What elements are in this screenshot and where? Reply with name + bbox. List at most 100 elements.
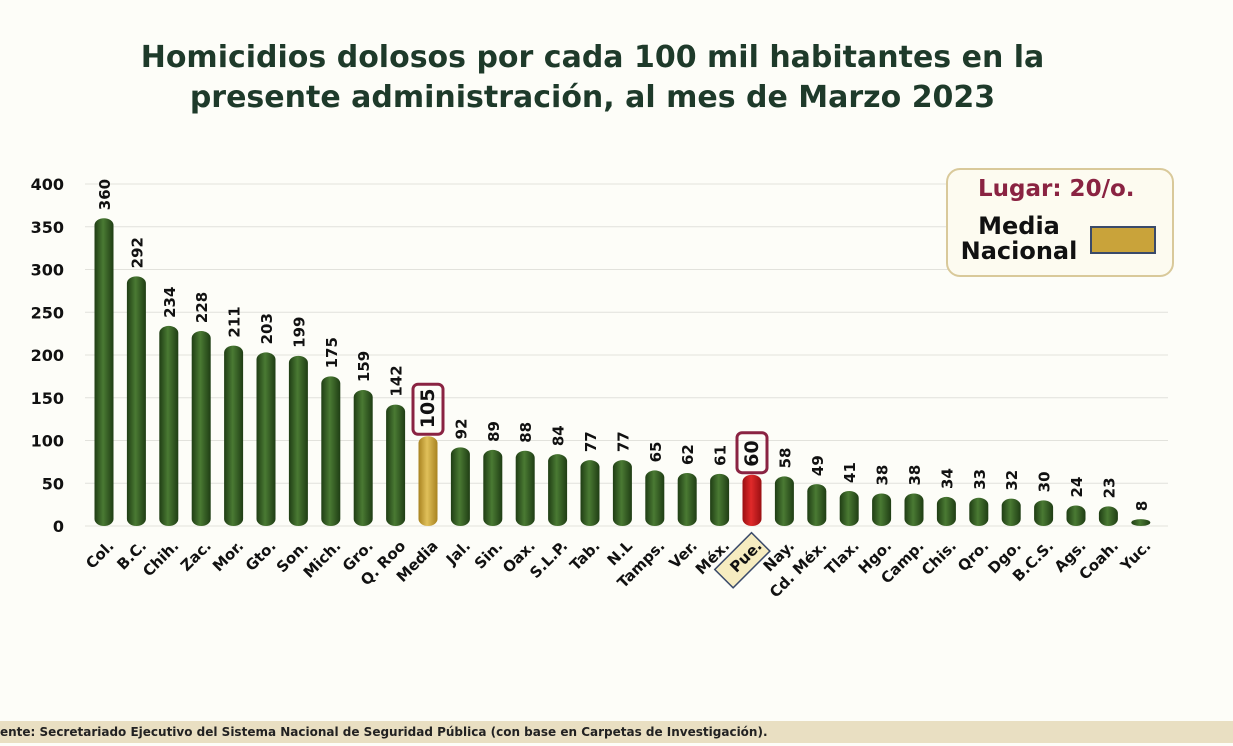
x-tick-label: Tlax. xyxy=(821,537,863,579)
data-label: 61 xyxy=(712,445,730,466)
bar xyxy=(483,449,503,526)
data-label: 32 xyxy=(1003,470,1021,491)
x-tick-label: Jal. xyxy=(442,537,474,569)
data-label: 60 xyxy=(741,440,763,466)
legend-media-swatch xyxy=(1090,226,1156,254)
data-label: 38 xyxy=(906,465,924,486)
x-tick-label: Mor. xyxy=(209,537,247,575)
data-label: 234 xyxy=(161,287,179,318)
x-tick-label: S.L.P. xyxy=(526,537,571,582)
data-label: 360 xyxy=(96,179,114,210)
bar xyxy=(159,325,179,526)
data-label: 23 xyxy=(1100,477,1118,498)
data-label: 34 xyxy=(938,468,956,489)
x-tick-label: Mich. xyxy=(300,537,345,582)
y-tick-label: 50 xyxy=(42,474,64,493)
bar xyxy=(1066,505,1086,526)
data-label: 84 xyxy=(550,425,568,446)
x-tick-label: Yuc. xyxy=(1116,537,1154,575)
chart-title: Homicidios dolosos por cada 100 mil habi… xyxy=(0,38,1185,118)
y-tick-label: 250 xyxy=(31,303,64,322)
x-tick-label: Chis. xyxy=(918,537,960,579)
bar xyxy=(872,493,892,526)
data-label: 49 xyxy=(809,455,827,476)
bar xyxy=(1001,498,1021,526)
legend-lugar: Lugar: 20/o. xyxy=(978,176,1135,202)
data-label: 33 xyxy=(971,469,989,490)
bar xyxy=(126,276,146,526)
y-tick-label: 350 xyxy=(31,218,64,237)
data-label: 292 xyxy=(128,237,146,268)
data-label: 105 xyxy=(417,389,439,429)
bar xyxy=(645,470,665,526)
bar xyxy=(224,345,244,526)
bar xyxy=(515,450,535,526)
bar xyxy=(904,493,924,526)
data-label: 159 xyxy=(355,351,373,382)
legend-media-label: Media Nacional xyxy=(960,212,1078,265)
bar xyxy=(353,390,373,526)
x-tick-label: Chih. xyxy=(139,537,182,580)
x-tick-label: Zac. xyxy=(177,537,215,575)
data-label: 203 xyxy=(258,313,276,344)
bar xyxy=(418,436,438,526)
data-label: 175 xyxy=(323,337,341,368)
title-line-1: Homicidios dolosos por cada 100 mil habi… xyxy=(140,40,1045,75)
y-tick-label: 0 xyxy=(53,517,64,536)
x-tick-label: Qro. xyxy=(954,537,992,575)
y-tick-label: 200 xyxy=(31,346,64,365)
bar xyxy=(774,476,794,526)
highlight-box xyxy=(735,431,769,475)
data-label: 8 xyxy=(1133,501,1151,511)
data-label: 77 xyxy=(582,431,600,452)
y-tick-label: 100 xyxy=(31,432,64,451)
bar xyxy=(742,474,762,526)
legend: Lugar: 20/o. Media Nacional xyxy=(946,168,1174,277)
y-tick-label: 150 xyxy=(31,389,64,408)
data-label: 58 xyxy=(776,448,794,469)
bar xyxy=(321,376,341,526)
title-line-2: presente administración, al mes de Marzo… xyxy=(189,80,996,115)
bar xyxy=(256,352,276,526)
bar xyxy=(450,447,470,526)
data-label: 62 xyxy=(679,444,697,465)
data-label: 228 xyxy=(193,292,211,323)
bar xyxy=(386,404,406,526)
bar xyxy=(94,218,114,526)
bar xyxy=(807,484,827,526)
data-label: 65 xyxy=(647,442,665,463)
data-label: 199 xyxy=(290,317,308,348)
data-label: 89 xyxy=(485,421,503,442)
highlight-box xyxy=(713,531,771,589)
bar xyxy=(839,490,859,526)
data-label: 88 xyxy=(517,422,535,443)
bar xyxy=(1098,506,1118,526)
bar xyxy=(1131,519,1151,526)
bar xyxy=(969,497,989,526)
y-tick-label: 300 xyxy=(31,261,64,280)
x-tick-label: Gto. xyxy=(242,537,280,575)
data-label: 24 xyxy=(1068,477,1086,498)
source-footer: ente: Secretariado Ejecutivo del Sistema… xyxy=(0,721,1233,743)
x-tick-label: Tab. xyxy=(566,537,603,574)
highlight-box xyxy=(411,382,445,436)
data-label: 77 xyxy=(614,431,632,452)
bar xyxy=(936,496,956,526)
bar xyxy=(580,460,600,526)
bar xyxy=(710,473,730,526)
data-label: 92 xyxy=(452,418,470,439)
data-label: 38 xyxy=(874,465,892,486)
bar xyxy=(191,331,211,526)
y-tick-label: 400 xyxy=(31,175,64,194)
data-label: 41 xyxy=(841,462,859,483)
bar xyxy=(1034,500,1054,526)
bar xyxy=(548,454,568,526)
bar xyxy=(288,355,308,526)
x-tick-label: Col. xyxy=(82,537,117,572)
bar xyxy=(677,472,697,526)
data-label: 142 xyxy=(388,365,406,396)
data-label: 211 xyxy=(226,306,244,337)
bar xyxy=(612,460,632,526)
data-label: 30 xyxy=(1036,471,1054,492)
